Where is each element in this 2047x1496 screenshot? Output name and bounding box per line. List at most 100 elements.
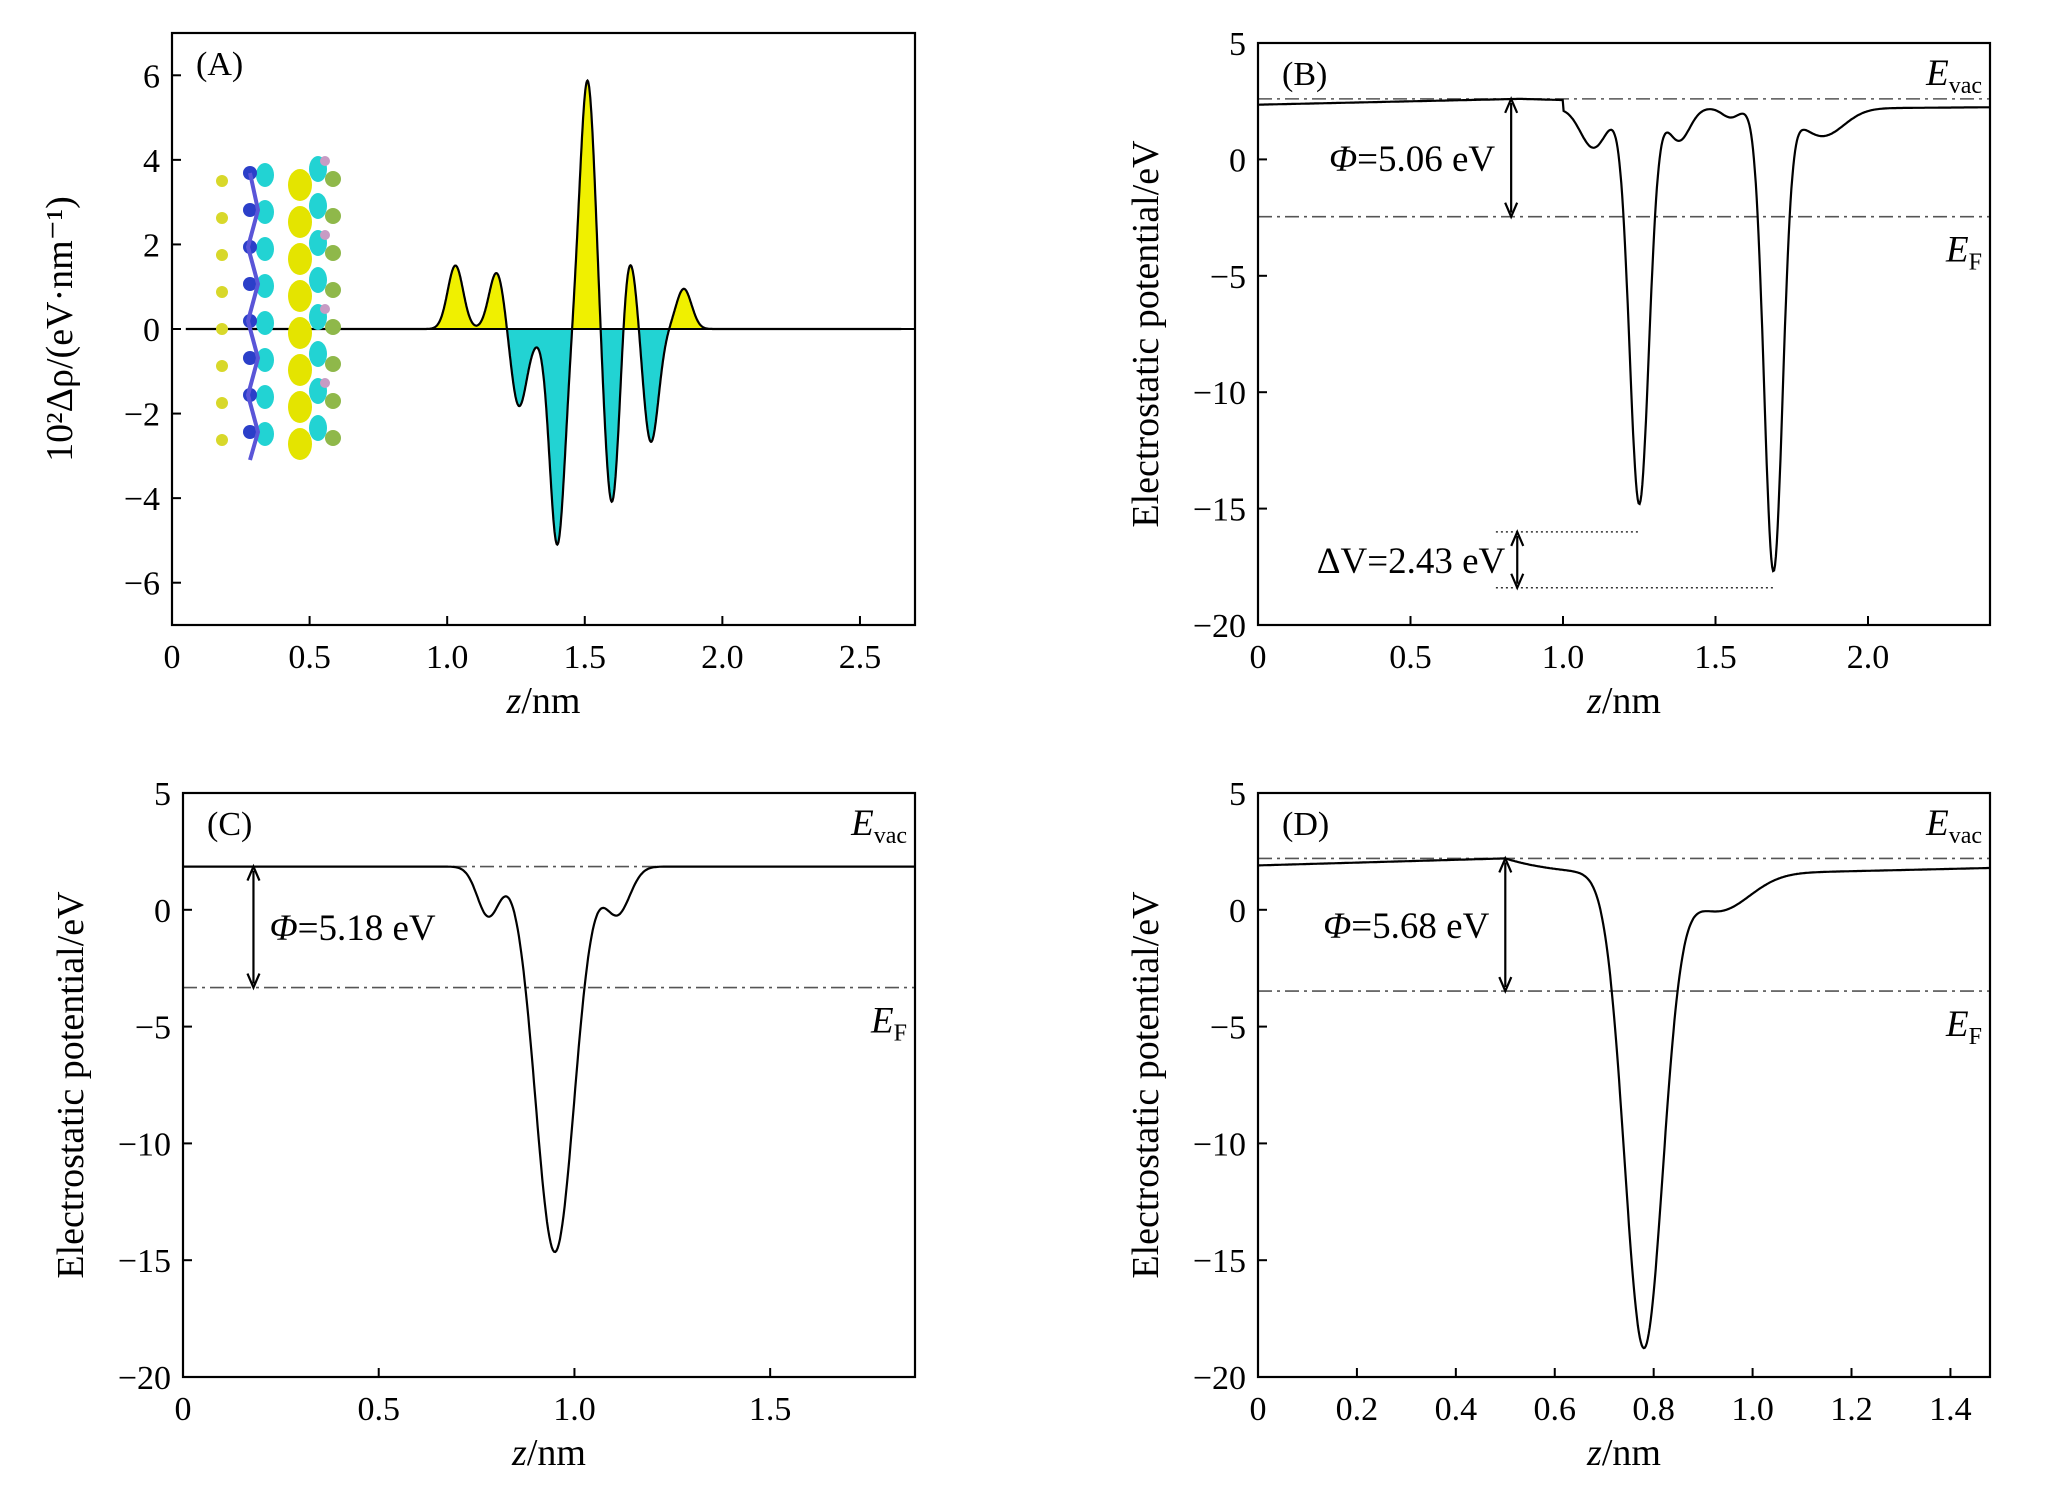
y-tick-label: 0: [1229, 142, 1246, 179]
panel-label: (A): [196, 46, 243, 83]
delta-v-annotation: ΔV=2.43 eV: [1317, 541, 1506, 582]
y-tick-label: 6: [143, 58, 160, 95]
y-tick-label: −20: [118, 1360, 171, 1397]
y-axis-label: Electrostatic potential/eV: [1125, 891, 1167, 1279]
x-tick-label: 0.4: [1435, 1391, 1478, 1428]
x-tick-label: 0.8: [1632, 1391, 1675, 1428]
x-tick-label: 0.5: [1389, 639, 1432, 676]
x-tick-label: 2.5: [839, 639, 882, 676]
atom: [325, 282, 341, 298]
panel-label: (D): [1282, 806, 1329, 843]
work-function-annotation: Φ=5.68 eV: [1323, 906, 1489, 947]
isosurface-blob: [288, 428, 312, 460]
panel-label: (B): [1282, 56, 1327, 93]
x-axis-label-unit: /nm: [521, 680, 580, 722]
x-tick-label: 1.0: [426, 639, 469, 676]
y-tick-label: 0: [143, 312, 160, 349]
vacuum-level-label: Evac: [850, 803, 907, 849]
y-tick-label: 5: [154, 776, 171, 813]
isosurface-blob: [309, 341, 327, 367]
work-function-arrow: [1499, 858, 1511, 991]
y-tick-label: −2: [124, 397, 160, 434]
figure: 0 0.5 1.0 1.5 2.0 2.5−6−4−20246 (A) z/nm 10²Δ…: [0, 0, 2047, 1496]
isosurface-blob: [309, 267, 327, 293]
isosurface-blob: [256, 163, 274, 187]
y-tick-label: −15: [1193, 492, 1246, 529]
y-axis-label: 10²Δρ/(eV·nm⁻¹): [39, 196, 81, 462]
atom: [216, 397, 228, 409]
isosurface-blob: [256, 237, 274, 261]
y-tick-label: −10: [1193, 1126, 1246, 1163]
atom: [325, 319, 341, 335]
atom: [325, 208, 341, 224]
y-tick-label: −20: [1193, 1360, 1246, 1397]
x-tick-label: 0: [175, 1391, 192, 1428]
isosurface-blob: [288, 391, 312, 423]
x-tick-label: 0.5: [288, 639, 331, 676]
plot-frame: [183, 793, 915, 1377]
y-tick-label: −4: [124, 481, 160, 518]
isosurface-blob: [256, 311, 274, 335]
atom: [216, 249, 228, 261]
vacuum-level-label: Evac: [1925, 53, 1982, 99]
y-tick-label: −10: [118, 1126, 171, 1163]
x-tick-label: 0: [1250, 1391, 1267, 1428]
atom: [320, 378, 330, 388]
delta-v-arrow: [1511, 532, 1523, 588]
x-tick-label: 1.5: [1694, 639, 1737, 676]
isosurface-blob: [288, 354, 312, 386]
atom: [325, 430, 341, 446]
isosurface-blob: [288, 280, 312, 312]
atom: [216, 212, 228, 224]
x-tick-label: 0: [1250, 639, 1267, 676]
x-tick-label: 1.4: [1929, 1391, 1972, 1428]
isosurface-blob: [288, 206, 312, 238]
x-tick-label: 1.5: [564, 639, 607, 676]
y-tick-label: 4: [143, 143, 160, 180]
panel-b: 0 0.5 1.0 1.5 2.0 5 0 −5 −10 −15 −20 (B) Evac EF Φ…: [1125, 26, 1990, 722]
panel-d: 0 0.2 0.4 0.6 0.8 1.0 1.2 1.450−5−10−15−20 (D) …: [1125, 776, 1990, 1474]
work-function-arrow: [247, 867, 259, 988]
y-tick-label: −5: [1210, 1010, 1246, 1047]
y-axis-label: Electrostatic potential/eV: [1125, 140, 1167, 528]
axis-ticks: 0 0.5 1.0 1.5 2.0 2.5 −6 −4 −2 0 2 4 6: [124, 58, 881, 676]
x-tick-label: 1.5: [749, 1391, 792, 1428]
plot-frame: [1258, 793, 1990, 1377]
atom: [320, 230, 330, 240]
atom: [216, 175, 228, 187]
y-tick-label: 0: [1229, 893, 1246, 930]
x-axis-label: z/nm: [1586, 680, 1661, 722]
y-tick-label: −6: [124, 566, 160, 603]
atom: [325, 171, 341, 187]
isosurface-blob: [309, 415, 327, 441]
work-function-arrow: [1505, 99, 1517, 217]
x-tick-label: 2.0: [1847, 639, 1890, 676]
atom: [325, 393, 341, 409]
y-tick-label: −15: [118, 1243, 171, 1280]
y-tick-label: −5: [1210, 259, 1246, 296]
atom: [325, 356, 341, 372]
charge-density-fills: [186, 81, 901, 545]
y-tick-label: 5: [1229, 776, 1246, 813]
panel-label: (C): [207, 806, 252, 843]
atom: [216, 323, 228, 335]
work-function-annotation: Φ=5.06 eV: [1329, 139, 1495, 180]
y-tick-label: −10: [1193, 375, 1246, 412]
atom: [320, 304, 330, 314]
isosurface-blob: [288, 243, 312, 275]
isosurface-blob: [288, 169, 312, 201]
x-tick-label: 0: [164, 639, 181, 676]
fermi-level-label: EF: [1945, 1004, 1982, 1050]
isosurface-blob: [288, 317, 312, 349]
x-tick-label: 0.6: [1534, 1391, 1577, 1428]
x-tick-label: 1.0: [553, 1391, 596, 1428]
y-tick-label: −20: [1193, 608, 1246, 645]
atom: [320, 156, 330, 166]
x-tick-label: 2.0: [701, 639, 744, 676]
x-axis-label-var: z: [506, 680, 522, 722]
x-axis-label: z/nm: [1586, 1432, 1661, 1474]
fermi-level-label: EF: [1945, 230, 1982, 276]
panel-c: 0 0.5 1.0 1.5 5 0 −5 −10 −15 −20 (C) Evac EF Φ=5.…: [50, 776, 915, 1474]
axis-ticks: 0 0.5 1.0 1.550−5−10−15−20: [118, 776, 792, 1428]
atom: [216, 434, 228, 446]
